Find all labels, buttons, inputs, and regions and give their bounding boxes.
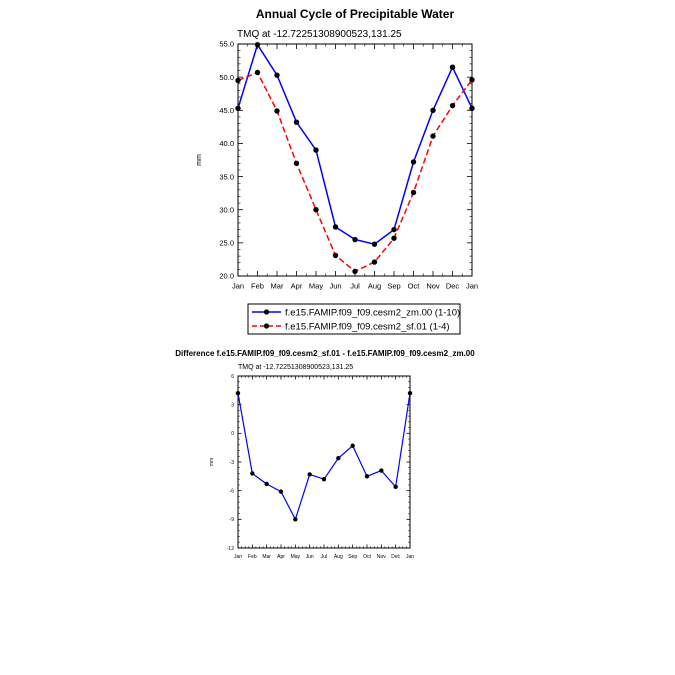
chart2-series-1-point [379, 468, 384, 473]
legend-series2-marker [263, 323, 270, 329]
chart2-xtick-label: Nov [377, 554, 386, 560]
chart1-xtick-label: Oct [408, 282, 421, 291]
chart1-series-1-point [371, 241, 378, 247]
chart1-xtick-label: Apr [291, 282, 303, 291]
chart1-series-2-point [391, 235, 397, 241]
chart1-subtitle: TMQ at -12.72251308900523,131.25 [237, 29, 402, 40]
chart1-xtick-label: Jul [350, 282, 360, 291]
chart1-series-2-point [449, 102, 456, 109]
chart1-ytick-label: 45.0 [219, 106, 234, 115]
chart1-series-2-point [469, 77, 475, 83]
chart2-xtick-label: Sep [348, 554, 357, 560]
chart2-ylabel: mm [209, 458, 215, 466]
chart1-xtick-label: Jan [232, 282, 244, 291]
chart1-series-2-point [371, 259, 378, 265]
chart2-series-1-point [364, 474, 370, 479]
chart1-xtick-label: Jan [466, 282, 478, 291]
chart1-ytick-label: 20.0 [219, 272, 234, 281]
chart1-series-1-point [410, 159, 417, 165]
chart1-plot: Jan Feb Mar Apr May Jun Jul Aug Sep Oct Nov Dec Jan2… [219, 40, 478, 291]
chart1-series-2-point [352, 268, 358, 275]
chart1-xtick-label: Sep [387, 282, 400, 291]
chart1-series-1-point [391, 226, 397, 233]
chart1-series-2-point [430, 133, 436, 139]
chart1-series-2-point [332, 252, 339, 259]
legend-series1-label: f.e15.FAMIP.f09_f09.cesm2_zm.00 (1-10) [285, 308, 460, 319]
chart1-ylabel: mm [196, 154, 203, 166]
chart1-legend: f.e15.FAMIP.f09_f09.cesm2_zm.00 (1-10) f… [247, 303, 461, 335]
chart2-ytick-label: -9 [230, 517, 235, 523]
chart2-series-1-point [278, 489, 284, 494]
chart1-ytick-label: 50.0 [219, 73, 234, 82]
chart2-series-1-point [235, 391, 241, 396]
legend-series1-marker [263, 309, 270, 315]
chart2-xtick-label: Jun [306, 554, 314, 560]
chart2-xtick-label: Jul [321, 554, 327, 560]
legend-box [247, 303, 461, 335]
chart2-series-1-point [321, 477, 327, 482]
chart2-plot: Jan Feb Mar Apr May Jun Jul Aug Sep Oct Nov Dec Jan-… [227, 374, 414, 560]
chart1-series-2-point [410, 189, 417, 196]
chart2-subtitle: TMQ at -12.72251308900523,131.25 [238, 364, 353, 371]
chart1-series-2-point [313, 207, 319, 213]
chart2-xtick-label: Oct [363, 554, 371, 560]
chart1-ytick-label: 55.0 [219, 40, 234, 49]
chart1-series-1-point [352, 236, 358, 243]
chart2-series-1-point [250, 471, 255, 476]
chart1-ytick-label: 40.0 [219, 139, 234, 148]
chart2-xtick-label: Mar [262, 554, 271, 560]
chart1-series-1-point [469, 105, 475, 111]
chart2-xtick-label: Feb [248, 554, 257, 560]
chart2-series-1-point [307, 472, 312, 477]
chart2-ytick-label: 6 [231, 374, 234, 380]
chart2-xtick-label: Jan [234, 554, 242, 560]
chart1-title: Annual Cycle of Precipitable Water [256, 7, 455, 21]
chart2-series-1-point [407, 391, 413, 396]
chart1-series-1-point [235, 105, 241, 111]
chart2-series-1-point [350, 443, 355, 448]
chart1-series-1-point [293, 119, 300, 125]
chart2-ytick-label: 0 [231, 431, 234, 437]
chart1-ytick-label: 35.0 [219, 172, 234, 181]
chart2-title: Difference f.e15.FAMIP.f09_f09.cesm2_sf.… [175, 349, 475, 358]
chart1-series-1-point [313, 147, 319, 153]
chart1-series-1-line [237, 43, 473, 245]
chart1-xtick-label: Dec [446, 282, 460, 291]
chart1-xtick-label: Feb [251, 282, 264, 291]
chart1-series-2-point [274, 108, 280, 114]
chart2-series-1-point [393, 484, 398, 490]
chart2-ytick-label: -12 [227, 546, 234, 552]
chart1-series-2-point [293, 160, 300, 167]
chart1-series-1-point [430, 107, 436, 113]
chart1-xtick-label: Aug [368, 282, 381, 291]
chart1-series-2-point [235, 77, 241, 84]
chart2-series-1-point [264, 481, 269, 487]
chart1-xtick-label: Mar [271, 282, 284, 291]
legend-series2-label: f.e15.FAMIP.f09_f09.cesm2_sf.01 (1-4) [285, 322, 450, 333]
chart2-xtick-label: May [291, 554, 301, 560]
chart2-xtick-label: Dec [391, 554, 400, 560]
chart1-xtick-label: Nov [426, 282, 440, 291]
chart2-ytick-label: -3 [230, 460, 235, 466]
chart2-series-1-point [293, 517, 298, 522]
chart1-ytick-label: 25.0 [219, 239, 234, 248]
chart1-series-2-point [254, 69, 261, 76]
chart1-xtick-label: May [309, 282, 323, 291]
chart2-series-1-point [336, 455, 341, 461]
chart2-xtick-label: Apr [277, 554, 285, 560]
chart1-series-1-point [449, 64, 456, 70]
chart2-frame [237, 375, 411, 549]
chart2-ytick-label: 3 [231, 402, 234, 408]
chart2-xtick-label: Aug [334, 554, 343, 560]
chart2-series-1-line [237, 393, 411, 520]
chart2-xtick-label: Jan [406, 554, 414, 560]
chart1-ytick-label: 30.0 [219, 205, 234, 214]
chart1-series-1-point [254, 41, 261, 48]
chart1-xtick-label: Jun [329, 282, 341, 291]
chart2-ytick-label: -6 [230, 488, 235, 494]
chart1-series-1-point [332, 224, 339, 230]
chart1-series-1-point [274, 72, 280, 78]
